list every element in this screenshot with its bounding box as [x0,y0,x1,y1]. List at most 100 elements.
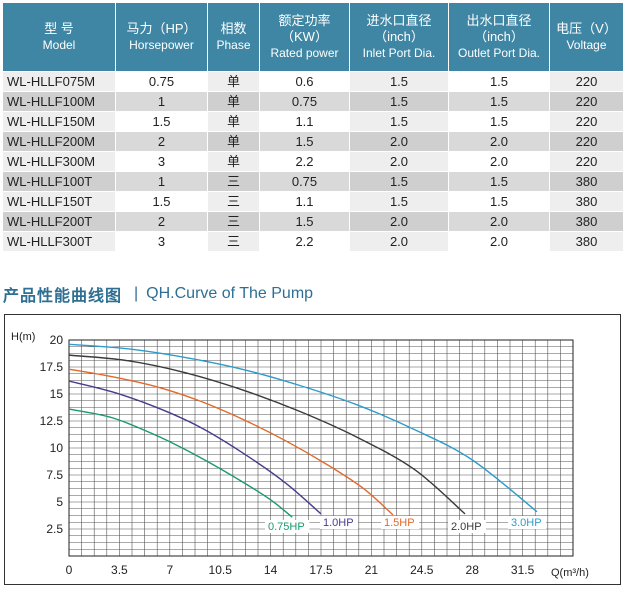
cell-voltage: 380 [549,211,624,232]
table-row: WL-HLLF300M 3 单 2.2 2.0 2.0 220 [2,151,624,172]
cell-model: WL-HLLF150T [2,191,116,212]
section-heading: 产品性能曲线图 | QH.Curve of The Pump [3,284,314,305]
cell-inlet-dia: 2.0 [349,211,449,232]
cell-outlet-dia: 1.5 [448,111,550,132]
series-line-30hp [68,343,538,513]
cell-outlet-dia: 1.5 [448,91,550,112]
series-label-10hp: 1.0HP [323,517,354,529]
x-tick-label: 17.5 [309,563,333,577]
cell-rated-power: 0.75 [259,91,350,112]
cell-voltage: 220 [549,131,624,152]
x-tick-label: 24.5 [410,563,434,577]
cell-inlet-dia: 2.0 [349,231,449,252]
series-label-bg [265,520,310,533]
cell-model: WL-HLLF150M [2,111,116,132]
cell-voltage: 220 [549,91,624,112]
cell-rated-power: 2.2 [259,151,350,172]
table-header-row: 型 号 Model 马力（HP） Horsepower 相数 Phase 额定功… [2,2,624,72]
table-row: WL-HLLF100T 1 三 0.75 1.5 1.5 380 [2,171,624,192]
cell-model: WL-HLLF200T [2,211,116,232]
section-separator: | [134,285,139,302]
x-tick-label: 31.5 [511,563,535,577]
x-tick-label: 0 [66,563,73,577]
x-tick-label: 28 [466,563,480,577]
y-tick-label: 20 [50,333,64,347]
cell-phase: 单 [207,151,260,172]
cell-voltage: 380 [549,231,624,252]
cell-voltage: 220 [549,151,624,172]
series-label-bg [448,520,486,533]
cell-outlet-dia: 1.5 [448,71,550,92]
cell-phase: 单 [207,91,260,112]
series-line-075hp [68,408,293,518]
cell-outlet-dia: 2.0 [448,151,550,172]
cell-outlet-dia: 2.0 [448,211,550,232]
header-phase: 相数 Phase [207,2,260,72]
plot-border [68,339,574,557]
cell-inlet-dia: 1.5 [349,91,449,112]
cell-phase: 三 [207,231,260,252]
cell-rated-power: 0.6 [259,71,350,92]
series-label-bg [320,516,358,529]
cell-horsepower: 1 [115,91,208,112]
cell-model: WL-HLLF300M [2,151,116,172]
cell-phase: 单 [207,71,260,92]
table-row: WL-HLLF150M 1.5 单 1.1 1.5 1.5 220 [2,111,624,132]
x-axis-title: Q(m³/h) [551,567,589,579]
cell-horsepower: 3 [115,231,208,252]
x-tick-label: 7 [166,563,173,577]
cell-horsepower: 1.5 [115,111,208,132]
cell-horsepower: 2 [115,131,208,152]
series-label-bg [508,516,546,529]
cell-outlet-dia: 2.0 [448,131,550,152]
series-label-30hp: 3.0HP [511,517,542,529]
series-line-10hp [68,380,322,515]
cell-model: WL-HLLF100M [2,91,116,112]
y-tick-label: 5 [56,495,63,509]
series-label-075hp: 0.75HP [268,521,305,533]
table-row: WL-HLLF200T 2 三 1.5 2.0 2.0 380 [2,211,624,232]
y-tick-label: 10 [50,441,64,455]
cell-phase: 单 [207,111,260,132]
table-row: WL-HLLF300T 3 三 2.2 2.0 2.0 380 [2,231,624,252]
x-tick-label: 21 [365,563,379,577]
table-row: WL-HLLF150T 1.5 三 1.1 1.5 1.5 380 [2,191,624,212]
header-model: 型 号 Model [2,2,116,72]
header-horsepower: 马力（HP） Horsepower [115,2,208,72]
cell-horsepower: 2 [115,211,208,232]
cell-model: WL-HLLF300T [2,231,116,252]
chart-svg: 0 3.5 7 10.5 14 17.5 21 24.5 28 31.5 2.5 5 7.5 10 12.5… [11,331,589,579]
chart-axes: 0 3.5 7 10.5 14 17.5 21 24.5 28 31.5 2.5 5 7.5 10 12.5… [11,331,589,579]
cell-voltage: 380 [549,191,624,212]
cell-phase: 三 [207,191,260,212]
cell-model: WL-HLLF200M [2,131,116,152]
section-title-en: QH.Curve of The Pump [146,285,314,302]
cell-voltage: 220 [549,111,624,132]
cell-rated-power: 1.5 [259,131,350,152]
cell-horsepower: 0.75 [115,71,208,92]
table-row: WL-HLLF200M 2 单 1.5 2.0 2.0 220 [2,131,624,152]
series-line-20hp [68,354,466,515]
y-tick-label: 2.5 [46,522,63,536]
series-label-bg [381,516,419,529]
y-axis-title: H(m) [11,331,35,343]
y-tick-label: 12.5 [40,414,64,428]
cell-phase: 三 [207,211,260,232]
chart-labels: 0.75HP 1.0HP 1.5HP 2.0HP 3.0HP [265,516,546,533]
y-tick-label: 15 [50,387,64,401]
cell-voltage: 380 [549,171,624,192]
cell-model: WL-HLLF075M [2,71,116,92]
table-row: WL-HLLF075M 0.75 单 0.6 1.5 1.5 220 [2,71,624,92]
header-outlet-dia: 出水口直径 （inch） Outlet Port Dia. [448,2,550,72]
x-tick-label: 3.5 [111,563,128,577]
cell-outlet-dia: 1.5 [448,171,550,192]
series-line-15hp [68,368,394,516]
table-row: WL-HLLF100M 1 单 0.75 1.5 1.5 220 [2,91,624,112]
cell-rated-power: 1.1 [259,191,350,212]
series-label-20hp: 2.0HP [451,521,482,533]
cell-outlet-dia: 1.5 [448,191,550,212]
y-tick-label: 17.5 [40,360,64,374]
header-voltage: 电压（V） Voltage [549,2,624,72]
chart-series [68,343,538,518]
cell-rated-power: 2.2 [259,231,350,252]
